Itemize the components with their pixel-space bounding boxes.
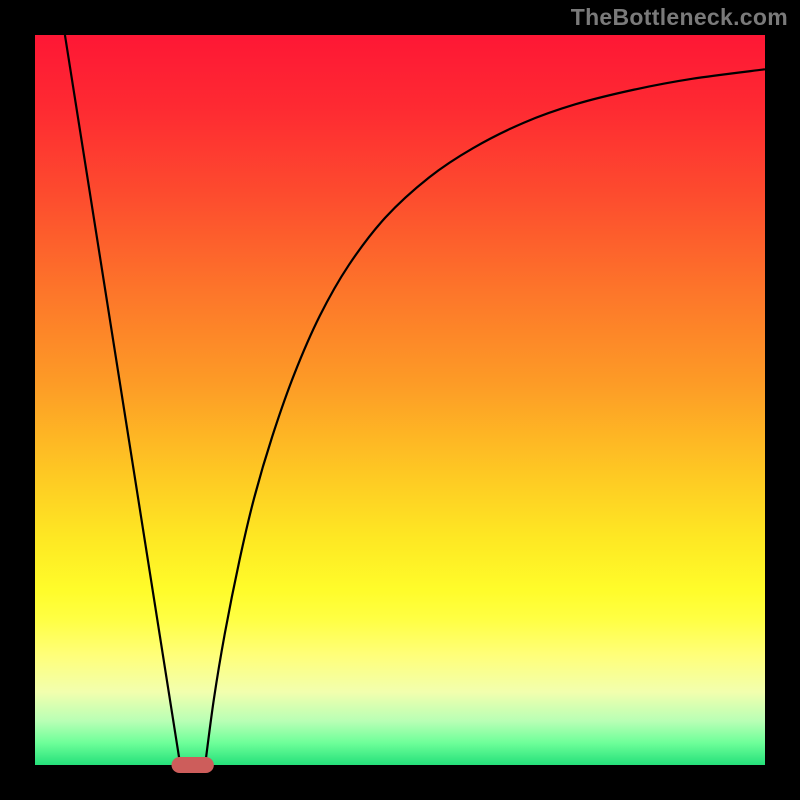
optimal-marker [172, 757, 214, 773]
chart-svg [0, 0, 800, 800]
bottleneck-chart: TheBottleneck.com [0, 0, 800, 800]
chart-gradient-background [35, 35, 765, 765]
watermark-text: TheBottleneck.com [571, 4, 788, 31]
